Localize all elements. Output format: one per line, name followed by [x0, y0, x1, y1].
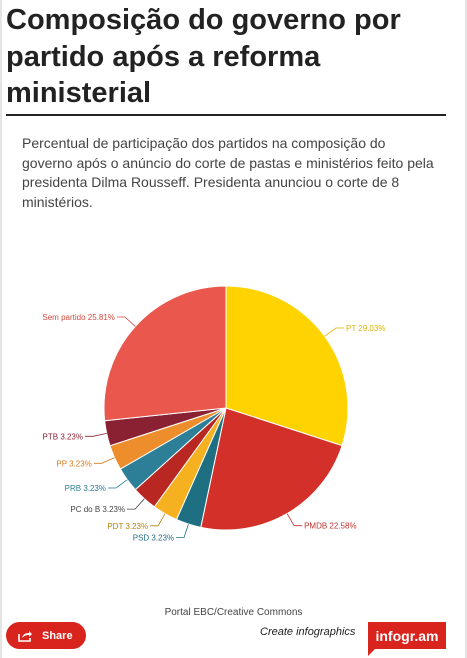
share-icon [18, 630, 32, 642]
leader-line-pdt [150, 513, 166, 527]
leader-line-ptb [85, 433, 107, 437]
slice-label-psd: PSD 3.23% [133, 533, 174, 542]
slice-label-pp: PP 3.23% [56, 459, 91, 468]
slice-label-pdt: PDT 3.23% [107, 522, 148, 531]
leader-line-pmdb [286, 513, 303, 527]
slice-label-ptb: PTB 3.23% [43, 432, 83, 441]
slice-label-prb: PRB 3.23% [65, 484, 106, 493]
leader-line-sem-partido [116, 316, 136, 327]
pie-slice-pt [225, 285, 349, 447]
leader-line-pc-do-b [127, 498, 145, 510]
leader-line-pp [93, 457, 115, 464]
share-button[interactable]: Share [6, 622, 86, 649]
share-label: Share [42, 629, 73, 642]
source-credit: Portal EBC/Creative Commons [164, 607, 303, 618]
infogram-logo-notch [368, 649, 375, 656]
chart-title: Composição do governo por partido após a… [6, 4, 401, 109]
frame-left-border [0, 0, 2, 658]
pie-slice-sem-partido [103, 285, 227, 422]
leader-line-pt [324, 327, 344, 337]
slice-label-pt: PT 29.03% [346, 324, 385, 333]
slice-label-pc-do-b: PC do B 3.23% [70, 505, 125, 514]
chart-subtitle: Percentual de participação dos partidos … [22, 135, 434, 210]
pie-labels: PT 29.03% PMDB 22.58% PSD 3.23% PDT 3.23% PC… [42, 313, 385, 542]
leader-line-prb [108, 479, 128, 489]
slice-label-pmdb: PMDB 22.58% [304, 522, 356, 531]
pie-leader-lines [85, 316, 344, 538]
infogram-logo[interactable]: infogr.am [368, 622, 446, 649]
frame-right-border [465, 0, 467, 658]
pie-slices [103, 285, 349, 531]
create-infographics-link[interactable]: Create infographics [260, 626, 356, 638]
slice-label-sem-partido: Sem partido 25.81% [42, 313, 115, 322]
title-divider [6, 114, 446, 116]
pie-chart: PT 29.03% PMDB 22.58% PSD 3.23% PDT 3.23% PC… [42, 285, 385, 542]
leader-line-psd [176, 523, 189, 538]
pie-slice-pmdb [200, 407, 343, 531]
